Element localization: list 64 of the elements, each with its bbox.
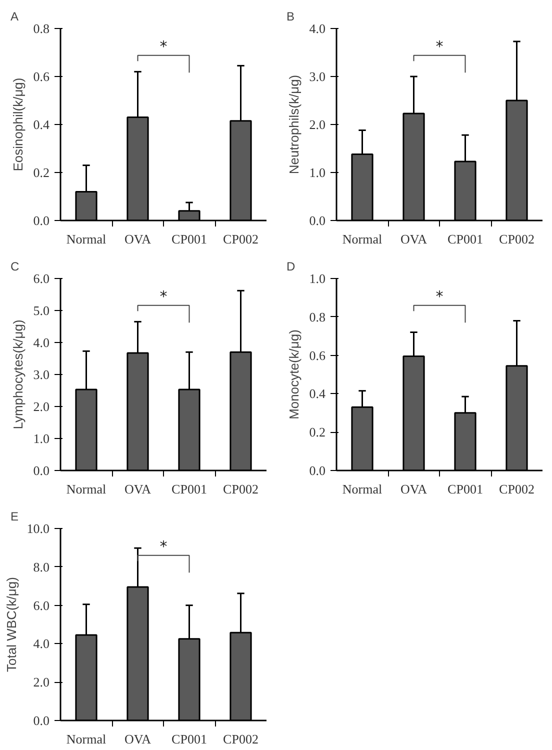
y-tick-label: 4.0 (33, 636, 50, 652)
y-tick-label: 2.0 (33, 399, 50, 414)
y-tick-label: 2.0 (309, 117, 326, 132)
y-tick-label: 3.0 (33, 367, 50, 382)
y-tick-label: 0.0 (309, 213, 326, 228)
y-tick-label: 1.0 (33, 431, 50, 446)
x-tick-label: CP001 (172, 482, 207, 496)
chart-title: E (10, 510, 19, 524)
x-tick-label: OVA (124, 232, 152, 246)
y-axis-title: Lymphocytes(k/μg) (10, 320, 26, 430)
y-axis-title: Total WBC(k/μg) (4, 577, 19, 672)
y-tick-label: 0.2 (33, 165, 50, 180)
annotation: * (160, 537, 168, 556)
x-tick-label: CP002 (499, 232, 534, 246)
annotation: * (436, 287, 444, 306)
x-tick-label: OVA (400, 482, 428, 496)
chart-title: C (10, 260, 20, 274)
x-tick-label: CP001 (172, 232, 207, 246)
y-axis-title: Neutrophils(k/μg) (286, 74, 302, 174)
y-tick-label: 0.6 (309, 348, 326, 363)
y-tick-label: 1.0 (309, 165, 326, 180)
x-tick-label: CP002 (223, 232, 258, 246)
y-axis-title: Monocyte(k/μg) (286, 330, 302, 420)
x-tick-label: CP001 (448, 482, 483, 496)
x-tick-label: OVA (124, 732, 152, 746)
annotation: * (436, 37, 444, 56)
y-tick-label: 0.8 (309, 309, 326, 324)
y-tick-label: 5.0 (33, 303, 50, 318)
x-tick-label: Normal (342, 482, 382, 496)
y-tick-label: 0.4 (33, 117, 50, 132)
x-tick-label: OVA (400, 232, 428, 246)
x-tick-label: Normal (66, 482, 106, 496)
y-tick-label: 3.0 (309, 69, 326, 84)
y-tick-label: 2.0 (33, 674, 50, 690)
annotation: * (160, 37, 168, 56)
y-tick-label: 0.6 (33, 69, 50, 84)
y-tick-label: 4.0 (33, 335, 50, 350)
y-tick-label: 0.0 (33, 713, 50, 728)
y-tick-label: 6.0 (33, 271, 50, 286)
x-tick-label: CP002 (223, 482, 258, 496)
y-tick-label: 0.0 (33, 463, 50, 478)
x-tick-label: OVA (124, 482, 152, 496)
x-tick-label: Normal (342, 232, 382, 246)
y-tick-label: 10.0 (26, 521, 50, 536)
annotation: * (160, 287, 168, 306)
y-tick-label: 0.0 (33, 213, 50, 228)
x-tick-label: CP002 (499, 482, 534, 496)
chart-title: A (10, 10, 19, 24)
x-tick-label: CP001 (172, 732, 207, 746)
y-tick-label: 6.0 (33, 598, 50, 613)
x-tick-label: CP002 (223, 732, 258, 746)
y-axis-title: Eosinophil(k/μg) (10, 78, 26, 172)
y-tick-label: 0.2 (309, 424, 326, 440)
y-tick-label: 8.0 (33, 559, 50, 574)
y-tick-label: 0.8 (33, 21, 50, 36)
y-tick-label: 1.0 (309, 271, 326, 286)
chart-title: B (286, 10, 295, 24)
y-tick-label: 0.4 (309, 386, 326, 402)
x-tick-label: Normal (66, 732, 106, 746)
y-tick-label: 4.0 (309, 21, 326, 36)
x-tick-label: Normal (66, 232, 106, 246)
x-tick-label: CP001 (448, 232, 483, 246)
y-tick-label: 0.0 (309, 463, 326, 478)
chart-title: D (286, 260, 296, 274)
